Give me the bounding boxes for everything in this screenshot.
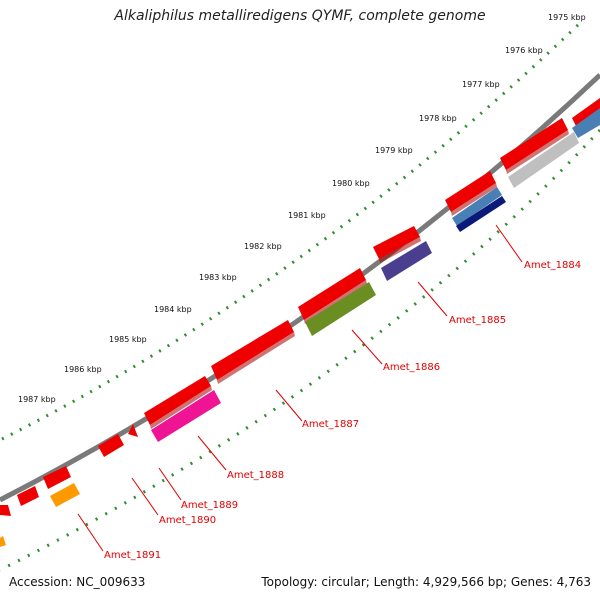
gene-label: Amet_1885 xyxy=(449,315,506,326)
genome-summary-text: Topology: circular; Length: 4,929,566 bp… xyxy=(261,575,591,589)
gene-feature xyxy=(98,434,124,457)
gene-feature-steelblue xyxy=(572,108,600,138)
kbp-tick-label: 1975 kbp xyxy=(548,13,586,22)
kbp-tick-label: 1976 kbp xyxy=(505,46,543,55)
kbp-tick-label: 1987 kbp xyxy=(18,395,56,404)
gene-feature xyxy=(373,226,420,259)
kbp-tick-label: 1983 kbp xyxy=(199,273,237,282)
gene-label: Amet_1889 xyxy=(181,500,238,511)
label-leader-lines xyxy=(77,224,523,552)
kbp-tick-label: 1982 kbp xyxy=(244,242,282,251)
gene-feature xyxy=(0,505,11,516)
gene-feature xyxy=(144,376,211,425)
gene-label: Amet_1887 xyxy=(302,419,359,430)
gene-feature-orange-small xyxy=(0,536,6,547)
gene-feature-gray xyxy=(508,132,579,188)
inner-tick-ring xyxy=(0,128,600,572)
gene-feature-amet-1884 xyxy=(452,187,502,226)
gene-feature-amet-1891 xyxy=(50,483,80,507)
kbp-tick-label: 1985 kbp xyxy=(109,335,147,344)
gene-feature xyxy=(500,118,568,170)
gene-feature xyxy=(17,486,39,506)
kbp-tick-label: 1979 kbp xyxy=(375,146,413,155)
genome-backbone xyxy=(0,73,600,503)
map-title: Alkaliphilus metalliredigens QYMF, compl… xyxy=(114,8,486,24)
gene-feature xyxy=(445,171,496,212)
kbp-tick-label: 1986 kbp xyxy=(64,365,102,374)
gene-label: Amet_1886 xyxy=(383,362,440,373)
accession-text: Accession: NC_009633 xyxy=(9,575,146,589)
kbp-tick-label: 1977 kbp xyxy=(462,80,500,89)
kbp-tick-label: 1978 kbp xyxy=(419,114,457,123)
gene-label: Amet_1888 xyxy=(227,470,284,481)
gene-feature xyxy=(572,98,600,128)
kbp-tick-label: 1980 kbp xyxy=(332,179,370,188)
gene-feature-amet-1888 xyxy=(151,390,221,442)
gene-feature-amet-1886 xyxy=(305,282,376,336)
forward-strand-genes xyxy=(0,98,600,516)
kbp-tick-label: 1981 kbp xyxy=(288,211,326,220)
gene-feature xyxy=(298,268,366,320)
gene-feature xyxy=(211,320,294,380)
gene-feature-amet-1885 xyxy=(381,241,432,281)
gene-feature xyxy=(43,466,71,489)
gene-label: Amet_1891 xyxy=(104,550,161,561)
gene-feature xyxy=(128,424,138,437)
gene-feature-amet-1884-inner xyxy=(456,196,506,232)
gene-label: Amet_1884 xyxy=(524,260,581,271)
kbp-tick-label: 1984 kbp xyxy=(154,305,192,314)
gene-label: Amet_1890 xyxy=(159,515,216,526)
